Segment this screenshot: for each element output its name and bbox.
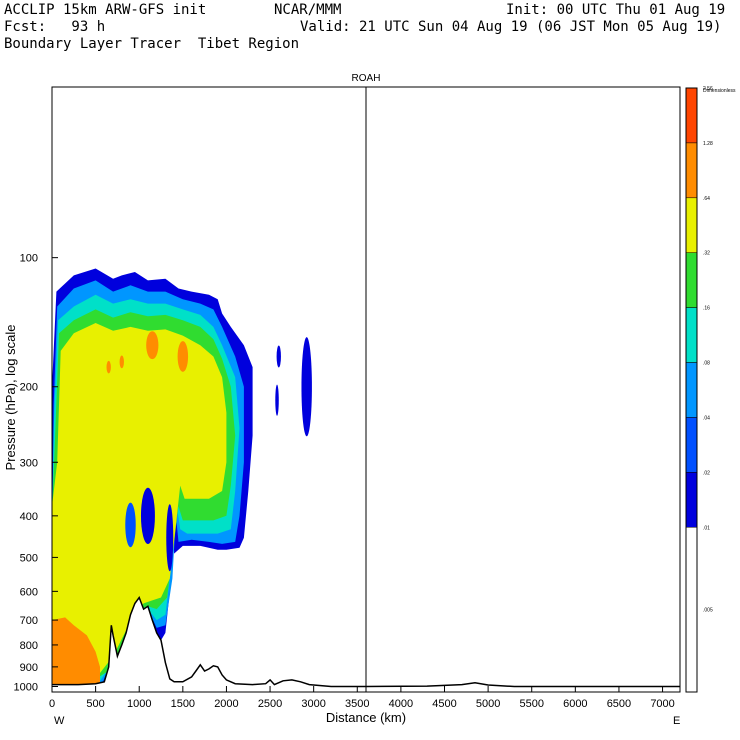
tracer-field-layer [52,268,680,692]
y-tick-label: 1000 [14,681,38,693]
header-init-model: ACCLIP 15km ARW-GFS init [4,2,207,18]
x-tick-label: 1000 [127,698,151,710]
x-axis-title: Distance (km) [326,710,406,725]
x-tick-label: 3000 [301,698,325,710]
header-init-time: Init: 00 UTC Thu 01 Aug 19 [506,2,726,18]
terrain-fill [52,597,680,692]
plot-frame [51,86,681,693]
header-forecast-hour: Fcst: 93 h [4,19,106,35]
x-tick-label: 5000 [476,698,500,710]
tracer-contour-0.64 [52,617,100,685]
x-tick-label: 1500 [171,698,195,710]
header-valid-time: Valid: 21 UTC Sun 04 Aug 19 (06 JST Mon … [300,19,722,35]
colorbar-units-label: Dimensionless [703,88,736,94]
tracer-blob-2 [106,360,111,374]
y-tick-label: 400 [20,511,38,523]
colorbar-label: .32 [703,251,710,257]
colorbar-label: 2.56 [703,86,713,92]
y-tick-label: 700 [20,615,38,627]
x-tick-label: 6500 [607,698,631,710]
y-tick-label: 600 [20,586,38,598]
x-tick-label: 2000 [214,698,238,710]
tracer-blob-9 [125,502,136,548]
tracer-blob-7 [140,487,155,544]
header-producer: NCAR/MMM [274,2,342,18]
y-tick-label: 200 [20,382,38,394]
colorbar-segment [685,362,698,418]
tracer-blob-8 [166,504,174,572]
colorbar-label: .005 [703,608,713,614]
colorbar-label: .16 [703,306,710,312]
y-axis-title: Pressure (hPa), log scale [3,325,18,471]
terrain-surface-line [52,595,680,688]
colorbar-segment [685,417,698,473]
colorbar-segment [685,142,698,199]
x-axis-west-label: W [54,715,65,727]
colorbar-segment [685,472,698,528]
x-axis-east-label: E [673,715,680,727]
y-tick-label: 100 [20,253,38,265]
tracer-blob-4 [301,337,312,437]
colorbar-segment [685,197,698,253]
colorbar-label: .02 [703,470,710,476]
colorbar-label: .01 [703,525,710,531]
tracer-blob-0 [146,331,159,360]
colorbar-label: 1.28 [703,141,713,147]
colorbar-segment [685,307,698,363]
x-tick-label: 4500 [432,698,456,710]
x-tick-label: 2500 [258,698,282,710]
colorbar-label: .08 [703,361,710,367]
x-tick-label: 6000 [563,698,587,710]
y-tick-label: 300 [20,457,38,469]
colorbar-label: .04 [703,415,710,421]
colorbar-segment [685,252,698,308]
colorbar-label: .64 [703,196,710,202]
y-tick-label: 900 [20,662,38,674]
y-tick-label: 800 [20,640,38,652]
tracer-blob-5 [276,345,281,368]
colorbar-frame [685,87,698,693]
x-tick-label: 4000 [389,698,413,710]
tracer-blob-6 [275,384,279,416]
colorbar-segment [685,87,698,144]
x-tick-label: 500 [86,698,104,710]
tracer-blob-3 [119,355,124,369]
tracer-blob-1 [177,341,189,372]
x-tick-label: 5500 [519,698,543,710]
x-tick-label: 7000 [650,698,674,710]
tracer-contour-0.32 [52,323,227,679]
x-tick-label: 0 [49,698,55,710]
x-tick-label: 3500 [345,698,369,710]
colorbar-segment [685,527,698,693]
header-field-title: Boundary Layer Tracer Tibet Region [4,36,300,52]
chart-title: ROAH [352,73,381,84]
y-tick-label: 500 [20,552,38,564]
